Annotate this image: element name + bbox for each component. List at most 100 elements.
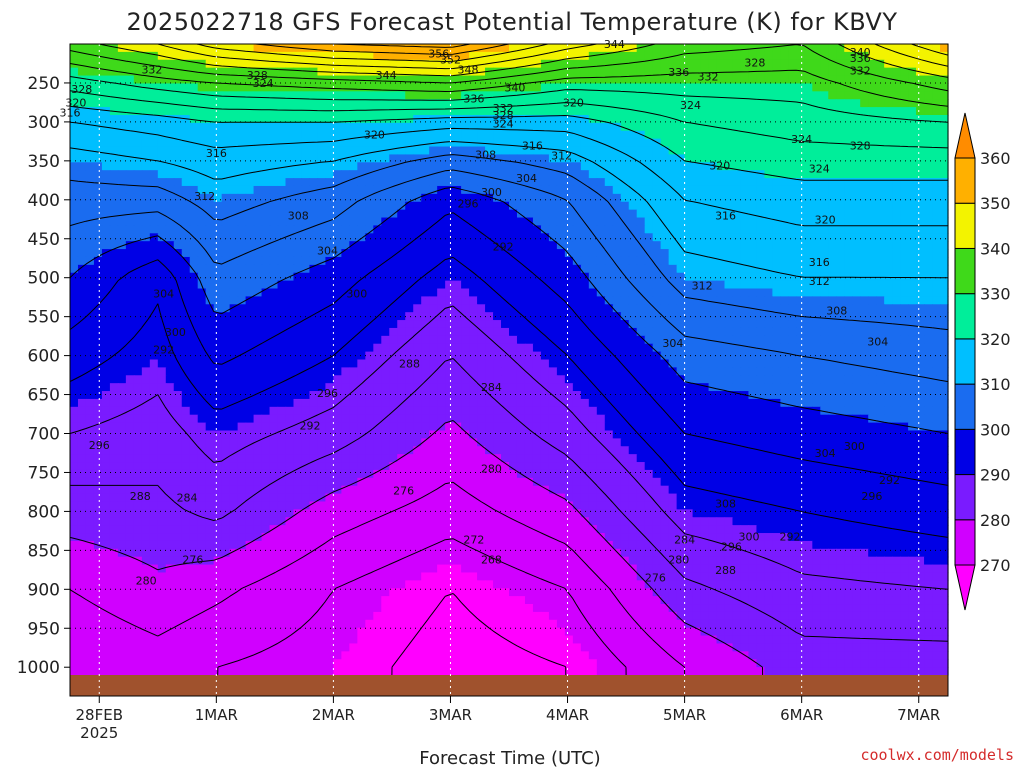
field-cell [524, 343, 534, 353]
field-cell [365, 99, 374, 108]
field-cell [261, 383, 271, 392]
field-cell [269, 162, 279, 171]
field-cell [796, 217, 805, 227]
field-cell [93, 217, 103, 227]
field-cell [341, 201, 350, 211]
field-cell [117, 91, 127, 100]
field-cell [197, 351, 207, 361]
field-cell [453, 185, 462, 195]
field-cell [916, 249, 925, 258]
field-cell [341, 154, 350, 163]
field-cell [740, 178, 750, 187]
field-cell [213, 107, 223, 116]
field-cell [117, 209, 127, 219]
field-cell [756, 320, 766, 329]
field-cell [516, 217, 526, 227]
field-cell [317, 296, 327, 305]
field-cell [828, 312, 837, 321]
field-cell [548, 312, 558, 321]
field-cell [141, 67, 151, 77]
field-cell [453, 67, 462, 77]
field-cell [477, 359, 486, 368]
field-cell [668, 359, 678, 368]
field-cell [540, 233, 550, 242]
field-cell [317, 51, 327, 61]
field-cell [229, 288, 239, 297]
field-cell [684, 335, 694, 345]
field-cell [357, 241, 366, 250]
field-cell [516, 130, 526, 140]
field-cell [700, 83, 710, 92]
field-cell [325, 312, 334, 321]
field-cell [165, 122, 175, 132]
field-cell [70, 327, 79, 337]
field-cell [892, 138, 901, 148]
field-cell [620, 367, 630, 376]
field-cell [269, 288, 279, 297]
field-cell [628, 201, 638, 211]
field-cell [908, 185, 917, 195]
field-cell [604, 209, 614, 219]
field-cell [756, 233, 766, 242]
field-cell [197, 249, 207, 258]
field-cell [548, 359, 558, 368]
field-cell [700, 146, 710, 156]
field-cell [453, 367, 462, 376]
field-cell [852, 170, 861, 179]
field-cell [205, 193, 215, 203]
field-cell [429, 201, 438, 211]
field-cell [548, 107, 558, 116]
field-cell [501, 375, 510, 384]
field-cell [748, 272, 758, 282]
field-cell [900, 280, 909, 290]
field-cell [636, 225, 646, 234]
field-cell [636, 391, 646, 400]
field-cell [780, 233, 789, 242]
field-cell [900, 375, 909, 384]
field-cell [93, 178, 103, 187]
field-cell [628, 44, 638, 53]
field-cell [636, 170, 646, 179]
field-cell [700, 154, 710, 163]
field-cell [365, 241, 374, 250]
field-cell [341, 122, 350, 132]
field-cell [85, 359, 95, 368]
field-cell [133, 83, 143, 92]
field-cell [461, 256, 470, 266]
field-cell [556, 170, 566, 179]
field-cell [572, 51, 582, 61]
field-cell [756, 59, 766, 69]
field-cell [908, 193, 917, 203]
field-cell [524, 249, 534, 258]
field-cell [269, 296, 279, 305]
field-cell [117, 398, 127, 408]
field-cell [868, 178, 877, 187]
field-cell [892, 162, 901, 171]
field-cell [133, 288, 143, 297]
field-cell [788, 288, 797, 297]
field-cell [636, 146, 646, 156]
field-cell [548, 233, 558, 242]
field-cell [165, 154, 175, 163]
field-cell [189, 99, 199, 108]
field-cell [716, 99, 726, 108]
field-cell [117, 154, 127, 163]
field-cell [780, 99, 789, 108]
field-cell [189, 367, 199, 376]
field-cell [485, 249, 494, 258]
field-cell [189, 312, 199, 321]
field-cell [716, 272, 726, 282]
field-cell [101, 59, 111, 69]
field-cell [740, 296, 750, 305]
field-cell [437, 99, 446, 108]
field-cell [70, 296, 79, 305]
field-cell [748, 327, 758, 337]
field-cell [724, 391, 734, 400]
field-cell [764, 209, 773, 219]
field-cell [229, 320, 239, 329]
field-cell [516, 272, 526, 282]
field-cell [580, 225, 590, 234]
field-cell [924, 44, 933, 53]
field-cell [277, 264, 287, 274]
field-cell [101, 351, 111, 361]
